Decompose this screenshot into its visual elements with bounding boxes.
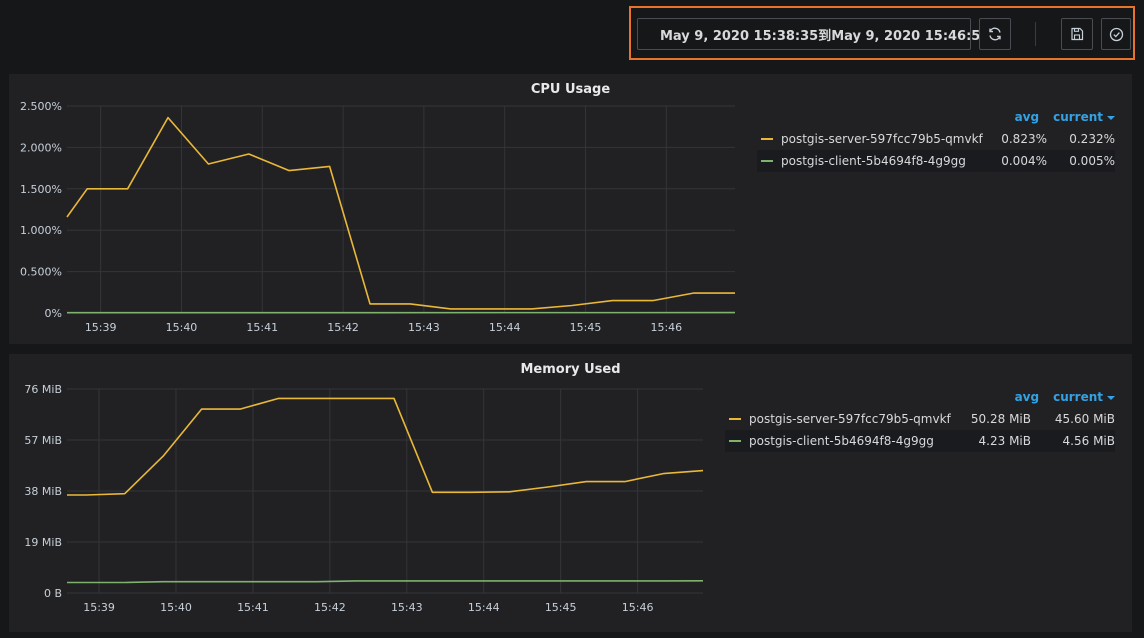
legend-current-value: 4.56 MiB bbox=[1062, 434, 1115, 448]
legend-item[interactable]: postgis-server-597fcc79b5-qmvkf 0.823% 0… bbox=[757, 128, 1115, 150]
x-tick-label: 15:39 bbox=[83, 601, 115, 614]
series-line-postgis-client[interactable] bbox=[67, 580, 704, 584]
series-color-swatch bbox=[761, 160, 773, 162]
panel-title: CPU Usage bbox=[530, 82, 611, 97]
legend-current-value: 0.005% bbox=[1069, 154, 1115, 168]
legend-series-name: postgis-client-5b4694f8-4g9gg bbox=[781, 154, 966, 168]
legend-current-label: current bbox=[1053, 390, 1103, 404]
legend-series-name: postgis-server-597fcc79b5-qmvkf bbox=[781, 132, 983, 146]
save-dashboard-button[interactable] bbox=[1061, 18, 1093, 50]
time-toolbar: May 9, 2020 15:38:35到May 9, 2020 15:46:5… bbox=[629, 6, 1135, 60]
series-line-postgis-server[interactable] bbox=[66, 116, 735, 310]
legend-item[interactable]: postgis-server-597fcc79b5-qmvkf 50.28 Mi… bbox=[725, 408, 1115, 430]
x-tick-label: 15:45 bbox=[570, 321, 602, 334]
legend-avg-value: 50.28 MiB bbox=[970, 412, 1031, 426]
x-tick-label: 15:41 bbox=[237, 601, 269, 614]
x-tick-label: 15:39 bbox=[85, 321, 117, 334]
cpu-usage-chart: 2.500% 2.000% 1.500% 1.000% 0.500% 0% 15:39 15:… bbox=[20, 100, 736, 334]
legend-header: avg current bbox=[757, 108, 1115, 126]
refresh-button[interactable] bbox=[979, 18, 1011, 50]
panel-title: Memory Used bbox=[520, 362, 621, 377]
x-tick-label: 15:44 bbox=[489, 321, 521, 334]
cpu-legend: avg current postgis-server-597fcc79b5-qm… bbox=[757, 108, 1115, 172]
time-range-label: May 9, 2020 15:38:35到May 9, 2020 15:46:5… bbox=[660, 28, 990, 44]
y-tick-label: 76 MiB bbox=[24, 383, 62, 396]
memory-used-chart: 76 MiB 57 MiB 38 MiB 19 MiB 0 B 15:39 15:40 15:… bbox=[24, 383, 704, 614]
legend-current-value: 45.60 MiB bbox=[1054, 412, 1115, 426]
x-tick-label: 15:40 bbox=[166, 321, 198, 334]
series-color-swatch bbox=[729, 440, 741, 442]
sort-down-icon bbox=[1107, 116, 1115, 120]
legend-avg-header[interactable]: avg bbox=[1014, 390, 1040, 404]
x-tick-label: 15:44 bbox=[468, 601, 500, 614]
y-tick-label: 1.500% bbox=[20, 183, 62, 196]
y-tick-label: 2.500% bbox=[20, 100, 62, 113]
save-icon bbox=[1071, 27, 1084, 41]
x-tick-label: 15:41 bbox=[246, 321, 278, 334]
legend-avg-header[interactable]: avg bbox=[1014, 110, 1040, 124]
x-tick-label: 15:43 bbox=[408, 321, 440, 334]
legend-series-name: postgis-client-5b4694f8-4g9gg bbox=[749, 434, 934, 448]
legend-header: avg current bbox=[725, 388, 1115, 406]
legend-avg-value: 0.004% bbox=[1001, 154, 1047, 168]
cpu-usage-panel: CPU Usage 2.500% 2.000% 1.500% 1.000% 0.500%… bbox=[9, 74, 1132, 344]
series-color-swatch bbox=[729, 418, 741, 420]
x-tick-label: 15:46 bbox=[622, 601, 654, 614]
x-tick-label: 15:42 bbox=[327, 321, 359, 334]
y-tick-label: 0% bbox=[45, 307, 62, 320]
legend-item[interactable]: postgis-client-5b4694f8-4g9gg 0.004% 0.0… bbox=[757, 150, 1115, 172]
y-tick-label: 2.000% bbox=[20, 141, 62, 154]
x-tick-label: 15:43 bbox=[391, 601, 423, 614]
x-tick-label: 15:40 bbox=[160, 601, 192, 614]
x-tick-label: 15:45 bbox=[545, 601, 577, 614]
legend-current-header[interactable]: current bbox=[1053, 390, 1115, 404]
legend-current-header[interactable]: current bbox=[1053, 110, 1115, 124]
memory-used-panel: Memory Used 76 MiB 57 MiB 38 MiB 19 MiB 0 B 1… bbox=[9, 354, 1132, 632]
y-tick-label: 19 MiB bbox=[24, 536, 62, 549]
y-tick-label: 1.000% bbox=[20, 224, 62, 237]
legend-avg-value: 4.23 MiB bbox=[978, 434, 1031, 448]
y-tick-label: 0.500% bbox=[20, 266, 62, 279]
y-tick-label: 57 MiB bbox=[24, 434, 62, 447]
legend-series-name: postgis-server-597fcc79b5-qmvkf bbox=[749, 412, 951, 426]
x-tick-label: 15:42 bbox=[314, 601, 346, 614]
check-circle-icon bbox=[1109, 27, 1123, 41]
sort-down-icon bbox=[1107, 396, 1115, 400]
series-line-postgis-server[interactable] bbox=[67, 397, 704, 496]
legend-item[interactable]: postgis-client-5b4694f8-4g9gg 4.23 MiB 4… bbox=[725, 430, 1115, 452]
apply-button[interactable] bbox=[1101, 18, 1131, 50]
toolbar-divider bbox=[1035, 22, 1036, 46]
x-tick-label: 15:46 bbox=[650, 321, 682, 334]
legend-current-label: current bbox=[1053, 110, 1103, 124]
legend-current-value: 0.232% bbox=[1069, 132, 1115, 146]
memory-legend: avg current postgis-server-597fcc79b5-qm… bbox=[725, 388, 1115, 452]
refresh-icon bbox=[989, 27, 1001, 41]
time-range-picker[interactable]: May 9, 2020 15:38:35到May 9, 2020 15:46:5… bbox=[637, 18, 989, 50]
y-tick-label: 38 MiB bbox=[24, 485, 62, 498]
series-color-swatch bbox=[761, 138, 773, 140]
y-tick-label: 0 B bbox=[44, 587, 62, 600]
legend-avg-value: 0.823% bbox=[1001, 132, 1047, 146]
